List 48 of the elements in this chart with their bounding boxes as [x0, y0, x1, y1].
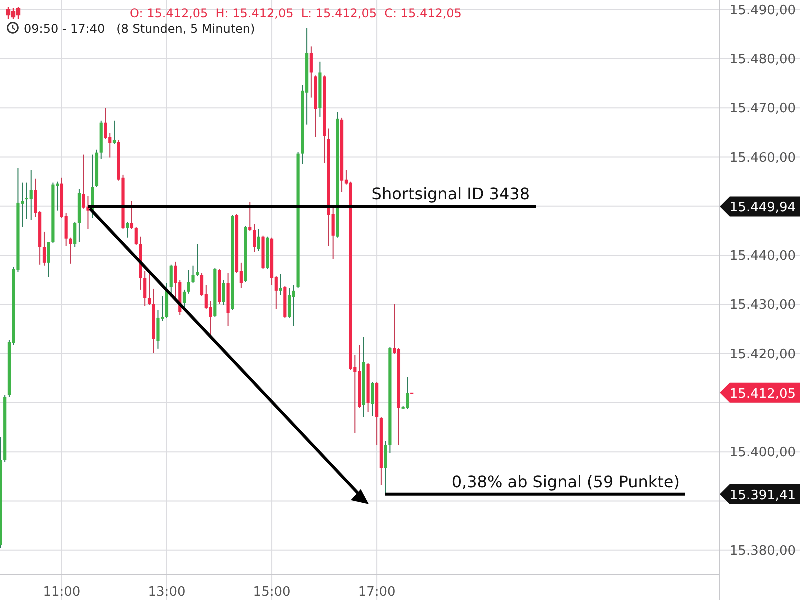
- text: O: 15.412,05 H: 15.412,05 L: 15.412,05 C: 15.412,05: [130, 6, 462, 20]
- candlestick: [42, 231, 46, 266]
- candlestick: [371, 382, 374, 417]
- x-tick-label: 11:00: [43, 585, 81, 600]
- text: 09:50 - 17:40 (8 Stunden, 5 Minuten): [24, 22, 256, 36]
- y-tick-label: 15.490,00: [730, 3, 796, 18]
- candlestick: [279, 274, 282, 296]
- candlestick: [74, 222, 77, 248]
- candlestick: [192, 265, 195, 284]
- x-tick-label: 15:00: [253, 585, 291, 600]
- y-tick-label: 15.470,00: [730, 102, 796, 117]
- text: 15.391,41: [730, 488, 796, 504]
- candlestick: [112, 120, 116, 144]
- candlestick: [187, 270, 190, 294]
- candlestick: [406, 376, 410, 410]
- candlestick: [170, 264, 173, 298]
- candlestick: [126, 222, 130, 238]
- candlestick: [144, 270, 147, 307]
- candlestick: [292, 284, 296, 327]
- y-tick-label: 15.440,00: [730, 249, 796, 264]
- candlestick: [288, 287, 292, 318]
- candlestick: [257, 228, 260, 252]
- candlestick: [30, 170, 33, 221]
- candlestick: [310, 46, 313, 98]
- candlestick: [134, 226, 138, 246]
- candlestick: [222, 280, 226, 306]
- candlestick: [130, 200, 134, 230]
- candlestick: [253, 224, 256, 253]
- candlestick: [156, 310, 160, 350]
- candlestick: [69, 237, 72, 264]
- candlestick: [47, 242, 50, 278]
- text: 15.449,94: [730, 200, 796, 216]
- y-tick-label: 15.400,00: [730, 446, 796, 461]
- y-tick-label: 15.380,00: [730, 544, 796, 559]
- y-tick-label: 15.430,00: [730, 298, 796, 314]
- y-tick-label: 15.480,00: [730, 52, 796, 68]
- candlestick: [384, 440, 388, 495]
- candlestick: [248, 201, 252, 232]
- candlestick: [104, 108, 108, 140]
- x-tick-label: 13:00: [148, 585, 186, 600]
- x-tick-label: 17:00: [358, 585, 396, 600]
- ref-line-label: 0,38% ab Signal (59 Punkte): [452, 472, 680, 492]
- y-tick-label: 15.420,00: [730, 347, 796, 362]
- text: 15.412,05: [730, 386, 796, 402]
- y-tick-label: 15.460,00: [730, 150, 796, 166]
- ref-line-label: Shortsignal ID 3438: [372, 184, 530, 204]
- candlestick: [86, 196, 90, 230]
- candlestick: [148, 272, 152, 306]
